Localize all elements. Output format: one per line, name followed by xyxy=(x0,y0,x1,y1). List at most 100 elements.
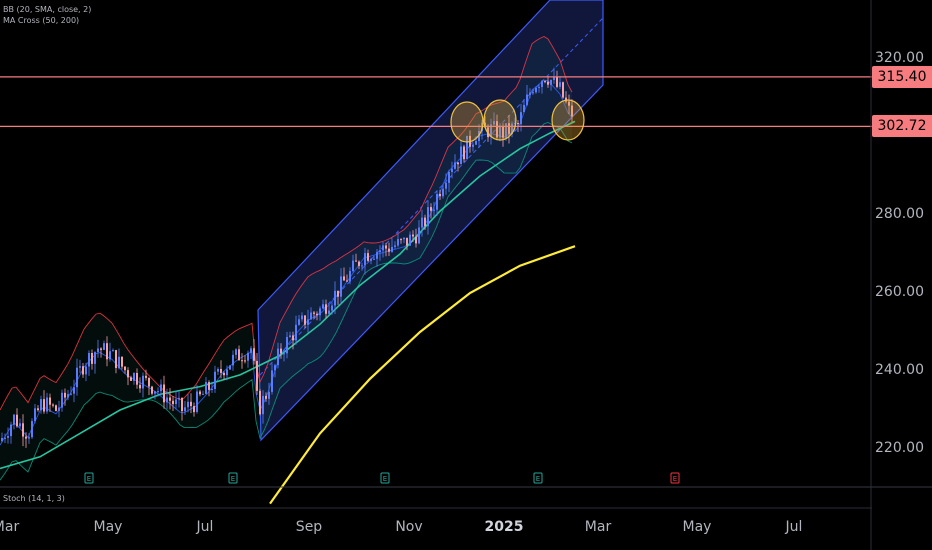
candle-body xyxy=(403,237,405,240)
candle-body xyxy=(493,121,495,125)
candle-body xyxy=(340,276,342,297)
candle-body xyxy=(334,290,336,306)
candle-body xyxy=(292,335,294,341)
candle-body xyxy=(466,135,468,160)
candle-body xyxy=(190,401,192,407)
candle-body xyxy=(454,162,456,169)
candle-body xyxy=(268,391,270,399)
candle-body xyxy=(547,81,549,85)
candle-body xyxy=(19,423,21,427)
trend-channel xyxy=(257,0,604,442)
candle-body xyxy=(541,81,543,87)
bollinger-legend[interactable]: BB (20, SMA, close, 2) xyxy=(3,5,92,14)
candle-body xyxy=(31,421,33,438)
x-tick-label: May xyxy=(93,519,123,535)
candle-body xyxy=(262,395,264,415)
candle-body xyxy=(85,366,87,375)
candle-body xyxy=(55,405,57,411)
candle-body xyxy=(271,370,273,392)
candle-body xyxy=(331,305,333,311)
x-tick-label: Mar xyxy=(584,519,612,535)
candle-body xyxy=(109,351,111,360)
candle-body xyxy=(88,353,90,367)
candle-body xyxy=(265,395,267,399)
candle-body xyxy=(202,393,204,395)
earnings-marker-glyph: E xyxy=(536,475,540,483)
candle-body xyxy=(349,271,351,282)
ma-cross-legend[interactable]: MA Cross (50, 200) xyxy=(3,16,80,25)
bollinger-lower-line xyxy=(0,122,573,481)
candle-body xyxy=(385,245,387,249)
moving-average-lines xyxy=(0,120,576,505)
candle-body xyxy=(76,367,78,388)
price-tag: 302.72 xyxy=(872,115,932,138)
candle-body xyxy=(382,245,384,251)
candle-body xyxy=(298,319,300,325)
x-tick-label: Sep xyxy=(295,519,323,535)
candle-body xyxy=(220,369,222,373)
candle-body xyxy=(121,356,123,367)
candle-body xyxy=(16,414,18,427)
y-tick-label: 260.00 xyxy=(875,284,924,300)
candle-body xyxy=(337,290,339,297)
candle-body xyxy=(61,392,63,408)
candle-body xyxy=(322,304,324,309)
candle-body xyxy=(517,123,519,125)
candle-body xyxy=(559,82,561,87)
candle-body xyxy=(94,352,96,364)
candle-body xyxy=(550,80,552,85)
candle-body xyxy=(520,112,522,125)
candle-body xyxy=(181,397,183,412)
candle-body xyxy=(451,168,453,172)
candle-body xyxy=(355,260,357,262)
candle-body xyxy=(22,423,24,437)
candle-body xyxy=(133,373,135,381)
candle-body xyxy=(388,248,390,252)
x-tick-label: Nov xyxy=(395,519,423,535)
candle-body xyxy=(562,82,564,98)
candle-body xyxy=(52,404,54,406)
candle-body xyxy=(142,375,144,389)
earnings-marker xyxy=(533,472,543,484)
earnings-marker xyxy=(84,472,94,484)
earnings-marker-glyph: E xyxy=(673,475,677,483)
candle-body xyxy=(169,397,171,401)
horizontal-levels xyxy=(0,76,872,128)
candle-body xyxy=(571,105,573,117)
candle-body xyxy=(253,348,255,361)
candle-body xyxy=(532,92,534,94)
y-tick-label: 240.00 xyxy=(875,362,924,378)
candle-body xyxy=(367,253,369,261)
candle-body xyxy=(505,123,507,138)
highlight-circle xyxy=(450,101,484,143)
candle-body xyxy=(553,76,555,80)
candle-body xyxy=(163,384,165,403)
candle-body xyxy=(280,348,282,354)
candle-body xyxy=(250,348,252,353)
candle-body xyxy=(124,366,126,371)
earnings-marker-glyph: E xyxy=(87,475,91,483)
candle-body xyxy=(82,366,84,375)
candle-body xyxy=(442,188,444,197)
candle-body xyxy=(460,146,462,165)
candle-body xyxy=(436,194,438,210)
channel-midline xyxy=(259,17,604,376)
candle-body xyxy=(313,312,315,314)
x-tick-label: 2025 xyxy=(484,519,524,535)
candle-body xyxy=(376,252,378,259)
candle-body xyxy=(214,371,216,389)
candle-body xyxy=(286,337,288,354)
candle-body xyxy=(526,94,528,105)
candle-body xyxy=(361,265,363,267)
candle-body xyxy=(166,397,168,403)
candle-body xyxy=(421,217,423,228)
candle-body xyxy=(148,377,150,387)
candlestick-series xyxy=(1,67,573,448)
earnings-marker xyxy=(380,472,390,484)
candle-body xyxy=(544,81,546,83)
stoch-legend[interactable]: Stoch (14, 1, 3) xyxy=(3,494,65,503)
earnings-marker-glyph: E xyxy=(231,475,235,483)
candle-body xyxy=(346,280,348,282)
y-tick-label: 280.00 xyxy=(875,206,924,222)
